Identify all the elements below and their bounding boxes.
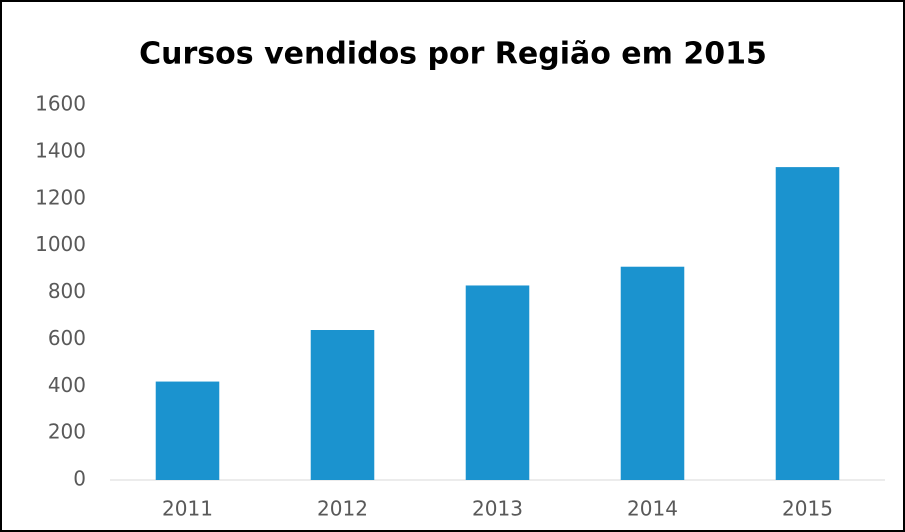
- bar: [465, 285, 530, 480]
- y-tick-label: 1000: [35, 232, 86, 256]
- y-tick-label: 1600: [35, 92, 86, 116]
- y-tick-label: 1400: [35, 138, 86, 162]
- y-tick-label: 0: [73, 467, 86, 491]
- x-tick-label: 2013: [472, 497, 523, 521]
- x-tick-label: 2014: [627, 497, 678, 521]
- x-tick-label: 2015: [782, 497, 833, 521]
- x-tick-label: 2012: [317, 497, 368, 521]
- y-tick-label: 200: [48, 420, 86, 444]
- y-tick-label: 1200: [35, 185, 86, 209]
- chart-title: Cursos vendidos por Região em 2015: [139, 37, 767, 72]
- y-tick-label: 600: [48, 326, 86, 350]
- y-tick-label: 400: [48, 373, 86, 397]
- bar: [155, 381, 220, 480]
- bar: [310, 330, 375, 480]
- y-tick-label: 800: [48, 279, 86, 303]
- bar: [620, 266, 685, 480]
- x-tick-label: 2011: [162, 497, 213, 521]
- bar: [775, 167, 840, 480]
